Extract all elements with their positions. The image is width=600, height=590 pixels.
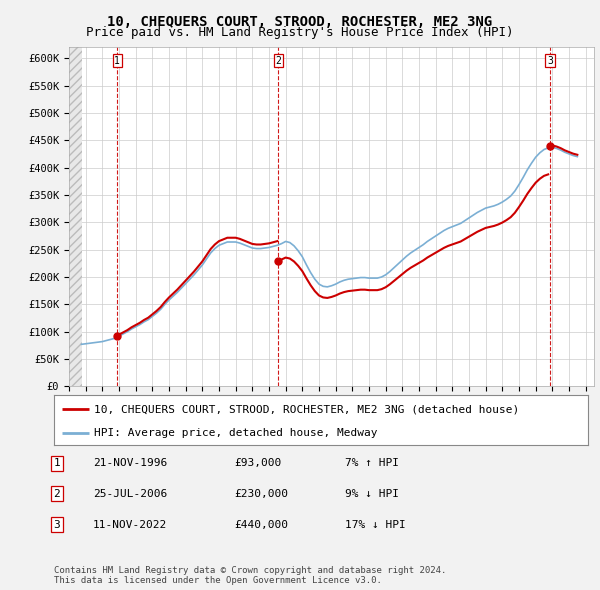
Text: £440,000: £440,000	[234, 520, 288, 529]
Text: HPI: Average price, detached house, Medway: HPI: Average price, detached house, Medw…	[94, 428, 377, 438]
Text: 9% ↓ HPI: 9% ↓ HPI	[345, 489, 399, 499]
Text: 1: 1	[53, 458, 61, 468]
Text: Contains HM Land Registry data © Crown copyright and database right 2024.
This d: Contains HM Land Registry data © Crown c…	[54, 566, 446, 585]
Text: £230,000: £230,000	[234, 489, 288, 499]
Text: 25-JUL-2006: 25-JUL-2006	[93, 489, 167, 499]
Text: 7% ↑ HPI: 7% ↑ HPI	[345, 458, 399, 468]
Point	[274, 256, 283, 266]
Text: 21-NOV-1996: 21-NOV-1996	[93, 458, 167, 468]
Point	[545, 141, 555, 150]
Point	[112, 331, 122, 340]
Text: 17% ↓ HPI: 17% ↓ HPI	[345, 520, 406, 529]
Text: 10, CHEQUERS COURT, STROOD, ROCHESTER, ME2 3NG (detached house): 10, CHEQUERS COURT, STROOD, ROCHESTER, M…	[94, 404, 519, 414]
Text: 2: 2	[53, 489, 61, 499]
Text: 2: 2	[275, 55, 281, 65]
Text: 1: 1	[115, 55, 120, 65]
Text: £93,000: £93,000	[234, 458, 281, 468]
Text: Price paid vs. HM Land Registry's House Price Index (HPI): Price paid vs. HM Land Registry's House …	[86, 26, 514, 39]
Text: 11-NOV-2022: 11-NOV-2022	[93, 520, 167, 529]
Text: 3: 3	[547, 55, 553, 65]
Text: 10, CHEQUERS COURT, STROOD, ROCHESTER, ME2 3NG: 10, CHEQUERS COURT, STROOD, ROCHESTER, M…	[107, 15, 493, 29]
Text: 3: 3	[53, 520, 61, 529]
